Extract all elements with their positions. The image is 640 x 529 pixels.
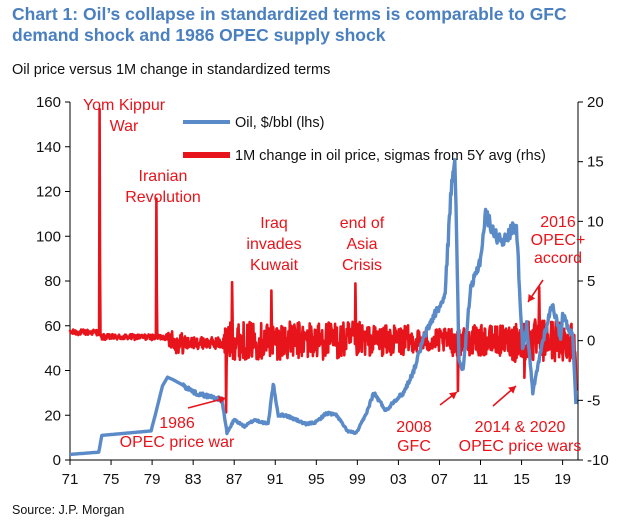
annotation-asia-crisis-line: end of (340, 215, 385, 232)
x-tick-label: 75 (103, 471, 120, 488)
x-tick-label: 07 (431, 471, 448, 488)
x-tick-label: 11 (473, 471, 489, 488)
legend-sigma-label: 1M change in oil price, sigmas from 5Y a… (235, 148, 546, 164)
x-tick-label: 79 (144, 471, 161, 488)
chart-title: Chart 1: Oil’s collapse in standardized … (12, 4, 567, 45)
annotation-asia-crisis-line: Crisis (342, 257, 382, 274)
y-tick-label-right: 10 (587, 213, 604, 230)
y-tick-label-left: 160 (36, 94, 61, 111)
annotation-opec-accord-arrowhead (528, 294, 536, 302)
annotation-opec-accord-line: accord (534, 250, 582, 267)
annotation-price-wars-arrowhead (508, 386, 516, 394)
y-tick-label-left: 20 (44, 407, 61, 424)
y-tick-label-left: 0 (53, 452, 61, 469)
x-tick-label: 95 (308, 471, 325, 488)
y-tick-label-left: 80 (44, 273, 61, 290)
annotation-iraq-kuwait-line: Iraq (260, 215, 288, 232)
annotation-iraq-kuwait-line: invades (246, 236, 301, 253)
legend: Oil, $/bbl (lhs) 1M change in oil price, … (183, 115, 546, 164)
y-tick-label-right: -5 (587, 392, 600, 409)
x-tick-label: 87 (226, 471, 243, 488)
annotation-yom-kippur-line: Yom Kippur (83, 97, 166, 114)
y-tick-label-right: 20 (587, 94, 604, 111)
annotation-1986-price-war-line: 1986 (159, 415, 195, 432)
source-note: Source: J.P. Morgan (12, 503, 125, 517)
x-tick-label: 71 (62, 471, 79, 488)
oil-series-line (68, 158, 578, 457)
annotation-price-wars-line: 2014 & 2020 (475, 419, 566, 436)
annotations-group: Yom Kippur War Iranian Revolution Iraq invade… (83, 97, 585, 455)
y-tick-label-left: 60 (44, 318, 61, 335)
annotation-2008-gfc-line: GFC (397, 438, 431, 455)
annotation-1986-price-war-arrowhead (218, 395, 226, 404)
x-tick-label: 15 (513, 471, 530, 488)
sigma-series-group (68, 107, 578, 414)
annotation-yom-kippur-line: War (110, 118, 139, 135)
y-tick-label-right: 0 (587, 333, 595, 350)
annotation-opec-accord-line: OPEC+ (531, 232, 586, 249)
y-tick-label-right: 5 (587, 273, 595, 290)
y-tick-label-left: 40 (44, 363, 61, 380)
annotation-iranian-revolution-line: Iranian (139, 168, 188, 185)
oil-series-group (68, 158, 578, 457)
chart-subtitle: Oil price versus 1M change in standardiz… (12, 62, 331, 78)
annotation-price-wars-line: OPEC price wars (459, 438, 582, 455)
y-tick-label-left: 100 (36, 228, 61, 245)
y-tick-label-left: 140 (36, 139, 61, 156)
x-tick-label: 99 (349, 471, 366, 488)
x-tick-label: 19 (554, 471, 571, 488)
x-tick-label: 03 (390, 471, 407, 488)
axes-group: 0 20 40 60 80 100 120 140 160 -10 -5 0 5 10 15 20 71 75 79… (36, 94, 609, 488)
annotation-2008-gfc-arrowhead (449, 392, 457, 400)
annotation-iranian-revolution-line: Revolution (125, 189, 201, 206)
annotation-2008-gfc-line: 2008 (396, 419, 432, 436)
y-tick-label-left: 120 (36, 184, 61, 201)
annotation-1986-price-war-line: OPEC price war (120, 434, 235, 451)
legend-oil-label: Oil, $/bbl (lhs) (235, 115, 324, 131)
annotation-opec-accord-line: 2016 (540, 214, 576, 231)
sigma-series-line (68, 107, 578, 414)
x-tick-label: 83 (185, 471, 202, 488)
x-tick-label: 91 (267, 471, 284, 488)
annotation-asia-crisis-line: Asia (346, 236, 377, 253)
y-tick-label-right: 15 (587, 154, 604, 171)
y-tick-label-right: -10 (587, 452, 609, 469)
annotation-iraq-kuwait-line: Kuwait (250, 257, 299, 274)
